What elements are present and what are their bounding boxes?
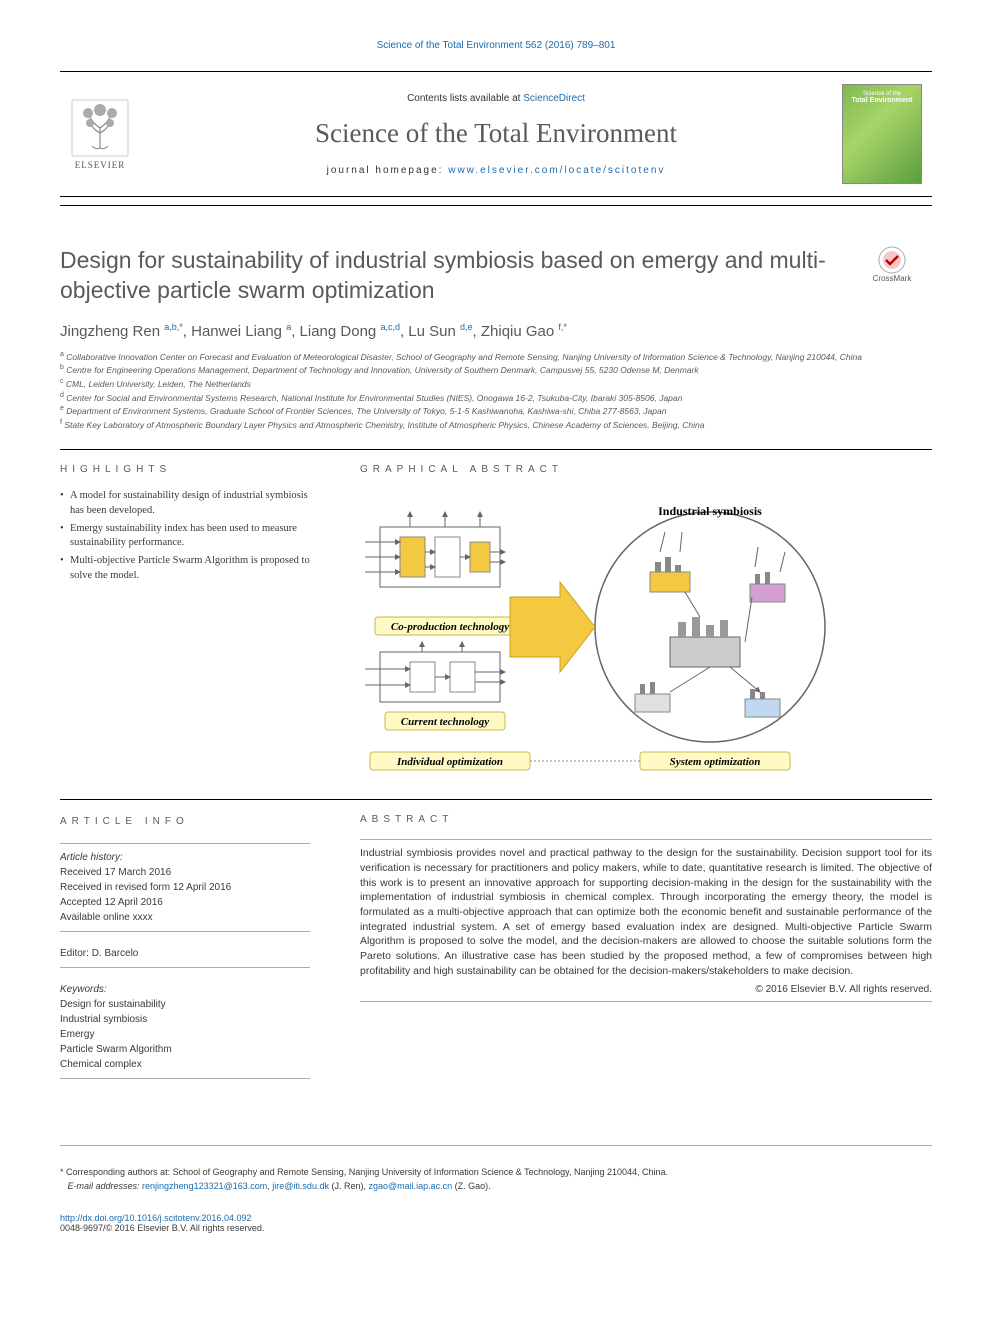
- contents-line: Contents lists available at ScienceDirec…: [170, 93, 822, 104]
- doi-link[interactable]: http://dx.doi.org/10.1016/j.scitotenv.20…: [60, 1213, 251, 1223]
- elsevier-tree-icon: [70, 98, 130, 158]
- section-rule-1: [60, 449, 932, 450]
- issn-line: 0048-9697/© 2016 Elsevier B.V. All right…: [60, 1223, 264, 1233]
- graphical-abstract-svg: Industrial symbiosis: [360, 497, 840, 777]
- keyword-item: Industrial symbiosis: [60, 1012, 310, 1027]
- history-line: Received 17 March 2016: [60, 865, 310, 880]
- current-tech-box: [365, 642, 505, 702]
- highlight-item: A model for sustainability design of ind…: [60, 489, 310, 518]
- email-label: E-mail addresses:: [68, 1181, 143, 1191]
- email-link[interactable]: renjingzheng123321@163.com: [142, 1181, 267, 1191]
- abstract-block: ABSTRACT Industrial symbiosis provides n…: [360, 814, 932, 1085]
- ga-head: GRAPHICAL ABSTRACT: [360, 464, 932, 475]
- email-link[interactable]: zgao@mail.iap.ac.cn: [368, 1181, 452, 1191]
- history-line: Available online xxxx: [60, 910, 310, 925]
- authors-line: Jingzheng Ren a,b,*, Hanwei Liang a, Lia…: [60, 322, 932, 340]
- highlight-item: Multi-objective Particle Swarm Algorithm…: [60, 554, 310, 583]
- history-head: Article history:: [60, 850, 310, 865]
- section-rule-2: [60, 799, 932, 800]
- highlight-item: Emergy sustainability index has been use…: [60, 522, 310, 551]
- keyword-item: Chemical complex: [60, 1057, 310, 1072]
- elsevier-logo-text: ELSEVIER: [75, 160, 126, 170]
- corresp-text: Corresponding authors at: School of Geog…: [66, 1167, 668, 1177]
- ga-label-cp: Co-production technology: [391, 621, 509, 633]
- abstract-text: Industrial symbiosis provides novel and …: [360, 846, 932, 978]
- affiliations-block: a Collaborative Innovation Center on For…: [60, 350, 932, 431]
- homepage-link[interactable]: www.elsevier.com/locate/scitotenv: [448, 165, 665, 176]
- ga-label-ct: Current technology: [401, 716, 489, 728]
- ga-label-io: Individual optimization: [396, 756, 503, 768]
- factory-icon: [670, 617, 740, 667]
- keywords-head: Keywords:: [60, 982, 310, 997]
- arrow-icon: [510, 582, 595, 672]
- history-lines: Received 17 March 2016Received in revise…: [60, 865, 310, 925]
- graphical-abstract-block: GRAPHICAL ABSTRACT Industrial symbiosis: [360, 464, 932, 781]
- info-abstract-row: ARTICLE INFO Article history: Received 1…: [60, 814, 932, 1085]
- journal-title: Science of the Total Environment: [170, 118, 822, 149]
- abstract-head: ABSTRACT: [360, 814, 932, 825]
- coproduction-box: [365, 512, 505, 587]
- masthead: ELSEVIER Contents lists available at Sci…: [60, 71, 932, 197]
- corresp-star: *: [60, 1167, 64, 1177]
- ga-label-so: System optimization: [670, 756, 761, 768]
- contents-prefix: Contents lists available at: [407, 93, 523, 104]
- sciencedirect-link[interactable]: ScienceDirect: [523, 93, 585, 104]
- crossmark-icon: [872, 246, 912, 274]
- homepage-prefix: journal homepage:: [327, 165, 449, 176]
- elsevier-logo: ELSEVIER: [60, 94, 140, 174]
- running-head: Science of the Total Environment 562 (20…: [60, 40, 932, 51]
- correspondence-block: * Corresponding authors at: School of Ge…: [60, 1166, 932, 1193]
- email-link[interactable]: jire@iti.sdu.dk: [272, 1181, 329, 1191]
- keywords-lines: Design for sustainabilityIndustrial symb…: [60, 997, 310, 1072]
- article-title: Design for sustainability of industrial …: [60, 246, 842, 306]
- factory-icon: [745, 689, 780, 717]
- ga-label-is: Industrial symbiosis: [658, 504, 762, 518]
- title-block: Design for sustainability of industrial …: [60, 246, 932, 306]
- article-info-head: ARTICLE INFO: [60, 814, 310, 829]
- copyright-line: © 2016 Elsevier B.V. All rights reserved…: [360, 984, 932, 995]
- highlights-block: HIGHLIGHTS A model for sustainability de…: [60, 464, 310, 781]
- history-line: Received in revised form 12 April 2016: [60, 880, 310, 895]
- masthead-center: Contents lists available at ScienceDirec…: [170, 93, 822, 176]
- history-line: Accepted 12 April 2016: [60, 895, 310, 910]
- factory-icon: [750, 572, 785, 602]
- masthead-rule: [60, 205, 932, 206]
- article-info-block: ARTICLE INFO Article history: Received 1…: [60, 814, 310, 1085]
- footer-block: http://dx.doi.org/10.1016/j.scitotenv.20…: [60, 1213, 932, 1233]
- editor-line: Editor: D. Barcelo: [60, 946, 310, 961]
- factory-icon: [635, 682, 670, 712]
- keyword-item: Design for sustainability: [60, 997, 310, 1012]
- keyword-item: Emergy: [60, 1027, 310, 1042]
- cover-line-2: Total Environment: [852, 97, 913, 104]
- corresp-emails: renjingzheng123321@163.com, jire@iti.sdu…: [142, 1181, 491, 1191]
- factory-icon: [650, 557, 690, 592]
- crossmark-badge[interactable]: CrossMark: [862, 246, 922, 286]
- homepage-line: journal homepage: www.elsevier.com/locat…: [170, 165, 822, 176]
- crossmark-label: CrossMark: [873, 274, 912, 283]
- keyword-item: Particle Swarm Algorithm: [60, 1042, 310, 1057]
- journal-cover-thumb: Science of the Total Environment: [842, 84, 922, 184]
- highlights-ga-row: HIGHLIGHTS A model for sustainability de…: [60, 464, 932, 781]
- highlights-head: HIGHLIGHTS: [60, 464, 310, 475]
- highlights-list: A model for sustainability design of ind…: [60, 489, 310, 583]
